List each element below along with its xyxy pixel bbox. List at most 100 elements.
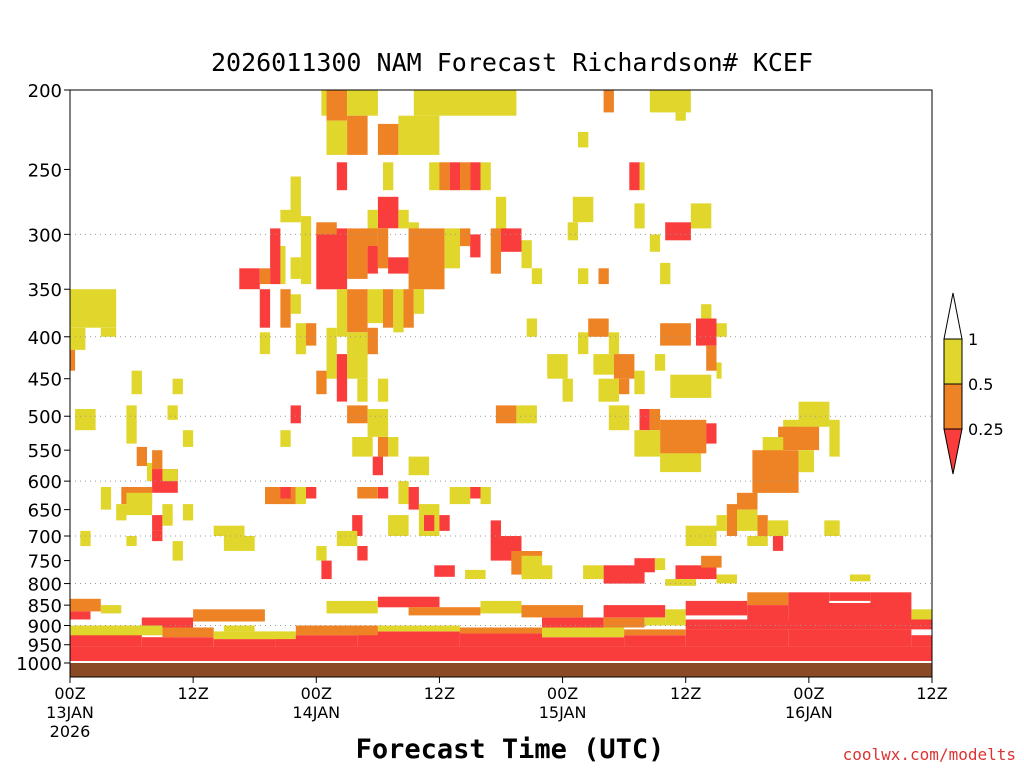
x-tick-label: 16JAN	[785, 703, 833, 722]
ri-cell-yellow	[660, 453, 702, 473]
ri-cell-red	[470, 234, 481, 258]
ri-cell-yellow	[167, 405, 178, 420]
x-tick-label: 00Z	[793, 684, 824, 703]
ri-cell-orange	[747, 592, 789, 606]
ri-cell-yellow	[598, 378, 619, 402]
ri-cell-yellow	[634, 203, 645, 229]
ri-cell-yellow	[798, 401, 830, 427]
ri-cell-red	[747, 605, 789, 620]
ri-cell-yellow	[347, 90, 378, 116]
y-tick-label: 900	[28, 616, 62, 637]
x-tick-label: 2026	[50, 722, 91, 740]
ri-cell-orange	[439, 162, 450, 191]
ri-cell-yellow	[398, 481, 409, 505]
legend-label: 0.5	[968, 375, 993, 394]
ri-cell-red	[603, 565, 645, 584]
legend: 1 0.5 0.25	[943, 292, 1004, 475]
ri-cell-red	[152, 515, 163, 531]
ri-cell-yellow	[465, 569, 486, 579]
ground-band	[70, 663, 932, 677]
ri-cell-red	[634, 558, 655, 573]
ri-cell-red	[290, 405, 301, 424]
ri-cell-red	[377, 196, 399, 229]
legend-bottom-arrow	[943, 428, 963, 475]
ri-cell-orange	[367, 327, 378, 355]
ri-cell-orange	[752, 450, 799, 493]
ri-cell-orange	[757, 515, 768, 536]
ri-cell-yellow	[660, 262, 671, 285]
ri-cell-yellow	[336, 289, 348, 337]
ri-cell-yellow	[578, 332, 589, 355]
y-tick-label: 950	[28, 636, 62, 657]
ri-cell-yellow	[665, 579, 696, 586]
legend-top-arrow	[943, 292, 963, 340]
ri-cell-red	[259, 289, 271, 328]
ri-cell-yellow	[126, 536, 137, 546]
ri-cell-yellow	[767, 520, 789, 536]
ri-cell-red	[141, 637, 214, 647]
ri-cell-yellow	[608, 405, 630, 431]
ri-cell-orange	[280, 289, 291, 328]
ri-cell-red	[788, 592, 830, 603]
x-tick-label: 00Z	[301, 684, 332, 703]
ri-cell-yellow	[634, 370, 645, 395]
ri-cell-orange	[603, 617, 645, 628]
ri-cell-orange	[136, 446, 147, 466]
ri-cell-red	[439, 515, 450, 531]
ri-cell-yellow	[100, 605, 122, 614]
ri-cell-yellow	[521, 240, 532, 269]
ri-cell-yellow	[162, 504, 173, 526]
ri-cell-orange	[460, 627, 543, 634]
ri-cell-orange	[347, 115, 368, 155]
ri-cell-orange	[316, 222, 337, 235]
ri-cell-red	[377, 596, 440, 608]
x-tick-label: 15JAN	[539, 703, 587, 722]
ri-cell-yellow	[516, 405, 537, 424]
ri-cell-yellow	[578, 268, 589, 285]
ri-cell-red	[275, 635, 358, 647]
ri-cell-orange	[588, 318, 609, 337]
ri-cell-red	[449, 162, 460, 191]
ri-cell-orange	[603, 90, 614, 113]
ri-cell-red	[239, 268, 260, 290]
ri-cell-yellow	[326, 327, 337, 379]
ri-cell-red	[280, 487, 291, 499]
ri-cell-red	[470, 162, 481, 191]
ri-cell-yellow	[675, 112, 686, 121]
ri-cell-red	[501, 228, 522, 252]
ri-cell-orange	[347, 228, 378, 247]
ri-cell-yellow	[367, 409, 389, 437]
ri-cell-red	[706, 423, 717, 444]
ri-cell-red	[316, 228, 348, 290]
x-tick-label: 00Z	[54, 684, 85, 703]
ri-cell-red	[675, 565, 717, 580]
ri-cell-yellow	[223, 536, 255, 551]
ri-cell-orange	[649, 409, 661, 431]
ri-cell-red	[70, 646, 932, 663]
ri-cell-orange	[598, 268, 609, 285]
ri-cell-yellow	[388, 437, 399, 457]
ri-cell-yellow	[572, 196, 594, 223]
ri-cell-yellow	[259, 332, 271, 355]
ri-cell-red	[321, 560, 332, 580]
ri-cell-yellow	[567, 222, 578, 241]
legend-swatch-yellow	[943, 338, 963, 385]
ri-cell-yellow	[649, 234, 661, 252]
ri-cell-yellow	[70, 327, 86, 350]
ri-cell-red	[152, 530, 163, 542]
ri-cell-yellow	[100, 327, 117, 337]
ri-cell-yellow	[295, 323, 307, 355]
ri-cell-orange	[737, 492, 758, 510]
ri-cell-yellow	[690, 203, 712, 229]
y-tick-label: 550	[28, 441, 62, 462]
ri-cell-yellow	[578, 131, 589, 148]
ri-cell-red	[788, 629, 912, 647]
y-tick-label: 300	[28, 225, 62, 246]
ri-cell-yellow	[824, 520, 840, 536]
ri-cell-orange	[383, 289, 394, 328]
ri-cell-yellow	[608, 332, 620, 355]
ri-cell-orange	[778, 426, 820, 451]
ri-cell-orange	[295, 625, 378, 636]
ri-cell-red	[639, 409, 650, 431]
